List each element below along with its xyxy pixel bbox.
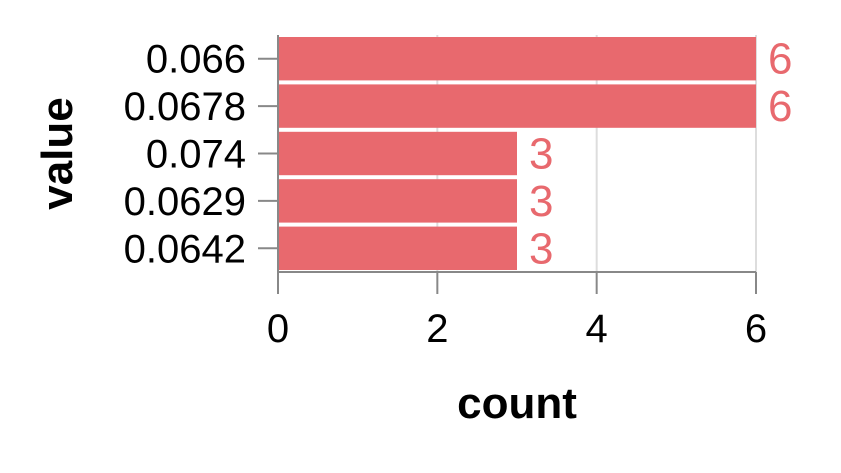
data-label-4: 3 — [529, 224, 553, 273]
bar-4 — [278, 226, 517, 270]
y-axis-title: value — [33, 97, 82, 210]
x-axis-title: count — [457, 379, 577, 428]
y-tick-label-3: 0.0629 — [124, 180, 246, 224]
x-tick-label-2: 4 — [586, 307, 608, 351]
bar-1 — [278, 84, 756, 128]
bar-0 — [278, 37, 756, 81]
bar-3 — [278, 179, 517, 223]
data-label-3: 3 — [529, 177, 553, 226]
data-label-1: 6 — [768, 82, 792, 131]
x-tick-label-1: 2 — [426, 307, 448, 351]
data-label-0: 6 — [768, 35, 792, 84]
bars — [278, 37, 756, 270]
x-tick-label-3: 6 — [745, 307, 767, 351]
bar-2 — [278, 131, 517, 176]
y-tick-label-2: 0.074 — [146, 133, 246, 177]
y-tick-label-4: 0.0642 — [124, 227, 246, 271]
y-tick-label-1: 0.0678 — [124, 85, 246, 129]
data-label-2: 3 — [529, 130, 553, 179]
x-axis: 0 2 4 6 — [267, 271, 767, 351]
y-tick-label-0: 0.066 — [146, 38, 246, 82]
x-tick-label-0: 0 — [267, 307, 289, 351]
